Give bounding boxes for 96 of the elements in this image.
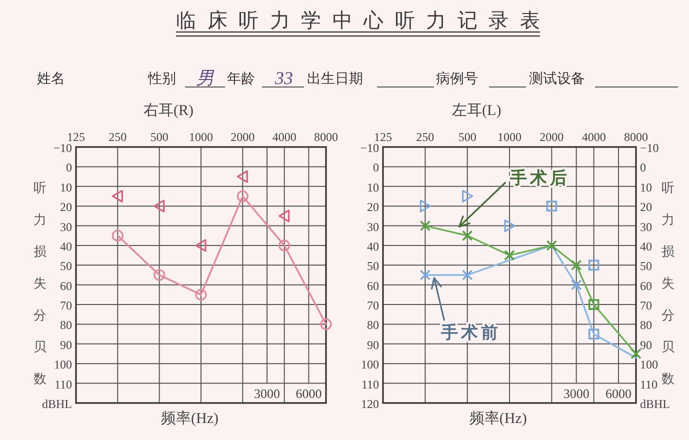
point — [462, 230, 473, 242]
y2-tick-label: 80 — [640, 318, 652, 332]
y2-tick-label: −10 — [640, 141, 659, 155]
y2-tick-label: dBHL — [640, 397, 670, 411]
x-tick-label: 2000 — [540, 130, 564, 144]
y-tick-label: 100 — [361, 358, 379, 372]
ref-line-label: 6000 — [296, 386, 322, 401]
y-tick-label: 110 — [361, 377, 379, 392]
y-tick-label: 0 — [66, 160, 72, 175]
y-tick-label: 50 — [367, 259, 379, 274]
point — [462, 270, 473, 280]
y-tick-label: 90 — [367, 338, 379, 352]
point — [462, 190, 474, 203]
x-tick-label: 1000 — [498, 130, 522, 144]
x-tick-label: 4000 — [272, 130, 296, 144]
y-tick-label: 60 — [367, 278, 379, 293]
x-axis-title: 频率(Hz) — [161, 410, 218, 427]
x-tick-label: 4000 — [582, 130, 606, 144]
point — [195, 239, 206, 252]
y-tick-label: 120 — [361, 397, 379, 411]
point — [420, 220, 431, 232]
ref-line-label: 6000 — [606, 386, 632, 401]
y2-tick-label: 110 — [640, 377, 658, 392]
point — [320, 318, 332, 330]
text: 出生日期 — [307, 71, 363, 87]
y-tick-label: 40 — [60, 239, 72, 254]
y-tick-label: 30 — [60, 220, 72, 234]
text: 33 — [274, 68, 293, 88]
chart-title: 左耳(L) — [452, 102, 502, 119]
y2-tick-label: 30 — [640, 220, 652, 234]
y-tick-label: 90 — [60, 338, 72, 352]
y-tick-label: 10 — [60, 180, 72, 194]
point — [154, 269, 166, 281]
point — [630, 348, 642, 360]
y-tick-label: 20 — [367, 200, 379, 214]
text: 男 — [196, 68, 215, 88]
y2-tick-label: 60 — [640, 278, 652, 293]
y2-tick-label: 100 — [640, 358, 658, 372]
text: 年龄 — [227, 71, 255, 87]
point — [236, 170, 248, 183]
y-tick-label: 10 — [367, 180, 379, 194]
y-tick-label: −10 — [360, 141, 379, 155]
point — [546, 240, 558, 251]
x-tick-label: 8000 — [314, 130, 338, 144]
point — [278, 240, 290, 252]
text: 病例号 — [436, 71, 478, 87]
x-tick-label: 250 — [108, 130, 127, 144]
point — [420, 200, 431, 212]
point — [195, 288, 207, 300]
x-tick-label: 125 — [374, 130, 392, 144]
y2-tick-label: 40 — [640, 239, 652, 254]
y2-tick-label: 70 — [640, 298, 652, 313]
chart-title: 右耳(R) — [144, 103, 194, 119]
y-tick-label: 50 — [60, 259, 72, 274]
text: 姓名 — [37, 71, 65, 87]
point — [278, 210, 290, 222]
y-tick-label: 20 — [60, 200, 72, 214]
y-tick-label: 80 — [367, 318, 379, 332]
text: 听力损失分贝数 — [34, 180, 46, 386]
y-tick-label: 110 — [54, 377, 72, 392]
y-tick-label: 30 — [367, 220, 379, 234]
x-tick-label: 500 — [150, 130, 168, 144]
point — [420, 270, 431, 280]
y-tick-label: 0 — [373, 160, 379, 175]
y-tick-label: 60 — [60, 278, 72, 293]
x-tick-label: 125 — [67, 130, 85, 144]
y2-tick-label: 20 — [640, 200, 652, 214]
y-tick-label: 70 — [60, 298, 72, 313]
text: 临床听力学中心听力记录表 — [176, 10, 540, 32]
y2-tick-label: 90 — [640, 338, 652, 352]
ref-line-label: 3000 — [254, 386, 280, 401]
y-tick-label: 40 — [367, 239, 379, 254]
text: 听力损失分贝数 — [662, 180, 674, 386]
point — [504, 219, 516, 232]
text: 性别 — [147, 71, 176, 87]
text: 测试设备 — [529, 71, 585, 87]
x-tick-label: 500 — [458, 130, 476, 144]
point — [504, 250, 515, 261]
y-tick-label: 70 — [367, 298, 379, 313]
x-tick-label: 250 — [416, 130, 434, 144]
x-tick-label: 8000 — [624, 130, 648, 144]
point — [112, 230, 124, 242]
point — [154, 200, 165, 212]
y-tick-label: dBHL — [42, 397, 72, 411]
x-tick-label: 2000 — [230, 130, 255, 144]
x-axis-title: 频率(Hz) — [469, 410, 527, 427]
y2-tick-label: 10 — [640, 180, 652, 194]
y2-tick-label: 0 — [640, 160, 646, 175]
y-tick-label: −10 — [53, 141, 72, 155]
point — [112, 190, 123, 203]
y-tick-label: 100 — [54, 358, 72, 372]
x-tick-label: 1000 — [189, 130, 213, 144]
ref-line-label: 3000 — [563, 386, 590, 401]
y2-tick-label: 50 — [640, 259, 652, 274]
y-tick-label: 80 — [60, 318, 72, 332]
point — [236, 190, 248, 202]
